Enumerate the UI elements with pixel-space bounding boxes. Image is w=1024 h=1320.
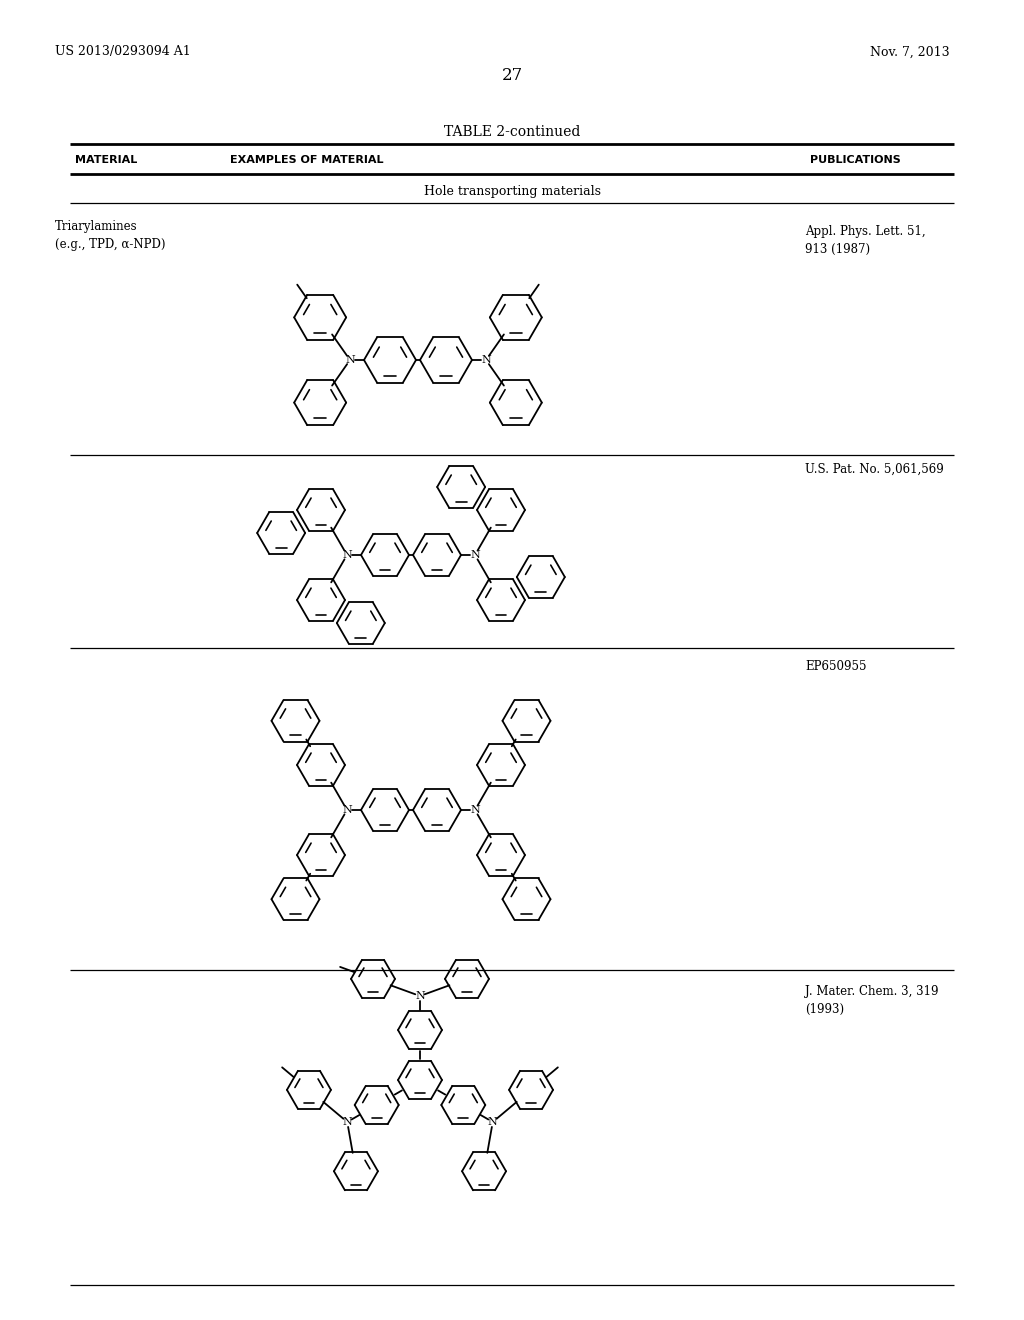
Text: N: N: [481, 355, 490, 366]
Text: EXAMPLES OF MATERIAL: EXAMPLES OF MATERIAL: [230, 154, 384, 165]
Text: Hole transporting materials: Hole transporting materials: [424, 186, 600, 198]
Text: EP650955: EP650955: [805, 660, 866, 673]
Text: Appl. Phys. Lett. 51,
913 (1987): Appl. Phys. Lett. 51, 913 (1987): [805, 224, 926, 256]
Text: N: N: [487, 1117, 498, 1127]
Text: N: N: [470, 550, 480, 560]
Text: N: N: [470, 805, 480, 814]
Text: N: N: [345, 355, 355, 366]
Text: 27: 27: [502, 67, 522, 84]
Text: J. Mater. Chem. 3, 319
(1993): J. Mater. Chem. 3, 319 (1993): [805, 985, 939, 1016]
Text: MATERIAL: MATERIAL: [75, 154, 137, 165]
Text: Triarylamines
(e.g., TPD, α-NPD): Triarylamines (e.g., TPD, α-NPD): [55, 220, 166, 251]
Text: N: N: [342, 550, 352, 560]
Text: TABLE 2-continued: TABLE 2-continued: [443, 125, 581, 139]
Text: U.S. Pat. No. 5,061,569: U.S. Pat. No. 5,061,569: [805, 463, 944, 477]
Text: N: N: [415, 991, 425, 1001]
Text: US 2013/0293094 A1: US 2013/0293094 A1: [55, 45, 190, 58]
Text: N: N: [342, 1117, 352, 1127]
Text: Nov. 7, 2013: Nov. 7, 2013: [870, 45, 949, 58]
Text: PUBLICATIONS: PUBLICATIONS: [810, 154, 901, 165]
Text: N: N: [342, 805, 352, 814]
